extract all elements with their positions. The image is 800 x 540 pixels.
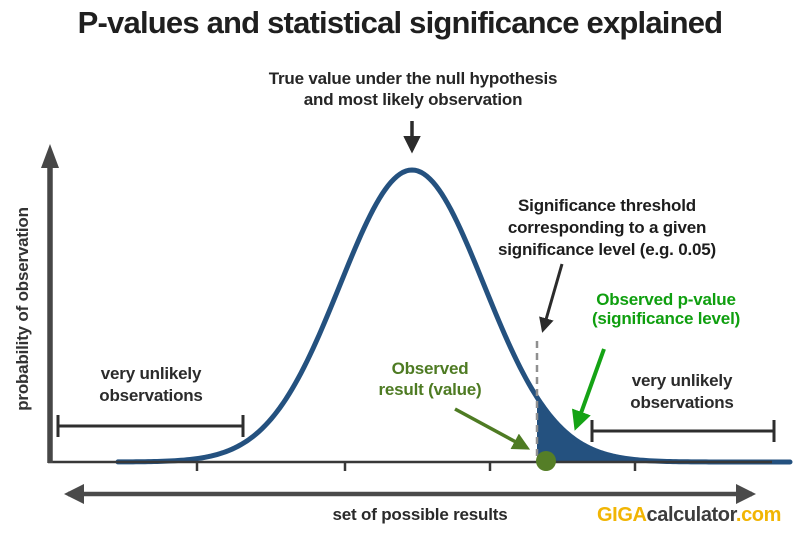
annotation-line: Observed — [391, 359, 469, 378]
left-unlikely-label: very unlikely observations — [61, 363, 241, 407]
p-value-shaded-area — [537, 397, 792, 462]
threshold-arrow — [539, 263, 564, 333]
logo-giga: GIGA — [597, 504, 647, 526]
annotation-line: very unlikely — [100, 364, 202, 383]
observed-result-arrow — [454, 407, 531, 450]
annotation-line: and most likely observation — [303, 90, 523, 109]
annotation-line: True value under the null hypothesis — [268, 69, 558, 88]
y-axis-arrowhead-icon — [41, 144, 59, 168]
annotation-line: (significance level) — [591, 309, 741, 328]
page-title: P-values and statistical significance ex… — [77, 5, 723, 40]
null-hypothesis-annotation: True value under the null hypothesis and… — [203, 68, 623, 110]
annotation-line: observations — [99, 386, 203, 405]
x-axis — [48, 460, 772, 471]
p-value-annotation: Observed p-value (significance level) — [541, 290, 791, 328]
y-axis-label: probability of observation — [13, 207, 32, 411]
right-unlikely-bracket — [590, 420, 776, 442]
logo-com: .com — [735, 504, 781, 526]
y-axis — [41, 144, 59, 463]
x-axis-label: set of possible results — [332, 505, 508, 524]
annotation-line: result (value) — [378, 380, 482, 399]
observed-result-dot — [536, 451, 556, 471]
annotation-line: significance level (e.g. 0.05) — [498, 240, 716, 259]
right-unlikely-label: very unlikely observations — [592, 370, 772, 414]
annotation-line: corresponding to a given — [507, 218, 707, 237]
annotation-line: Significance threshold — [518, 196, 696, 215]
annotation-line: observations — [630, 393, 734, 412]
left-unlikely-bracket — [56, 415, 245, 437]
p-value-arrow — [571, 348, 606, 431]
gigacalculator-logo[interactable]: GIGAcalculator.com — [597, 504, 781, 527]
annotation-line: very unlikely — [631, 371, 733, 390]
annotation-line: Observed p-value — [596, 290, 736, 309]
logo-calculator: calculator — [646, 504, 737, 526]
observed-result-annotation: Observed result (value) — [355, 358, 505, 400]
significance-threshold-annotation: Significance threshold corresponding to … — [457, 195, 757, 261]
